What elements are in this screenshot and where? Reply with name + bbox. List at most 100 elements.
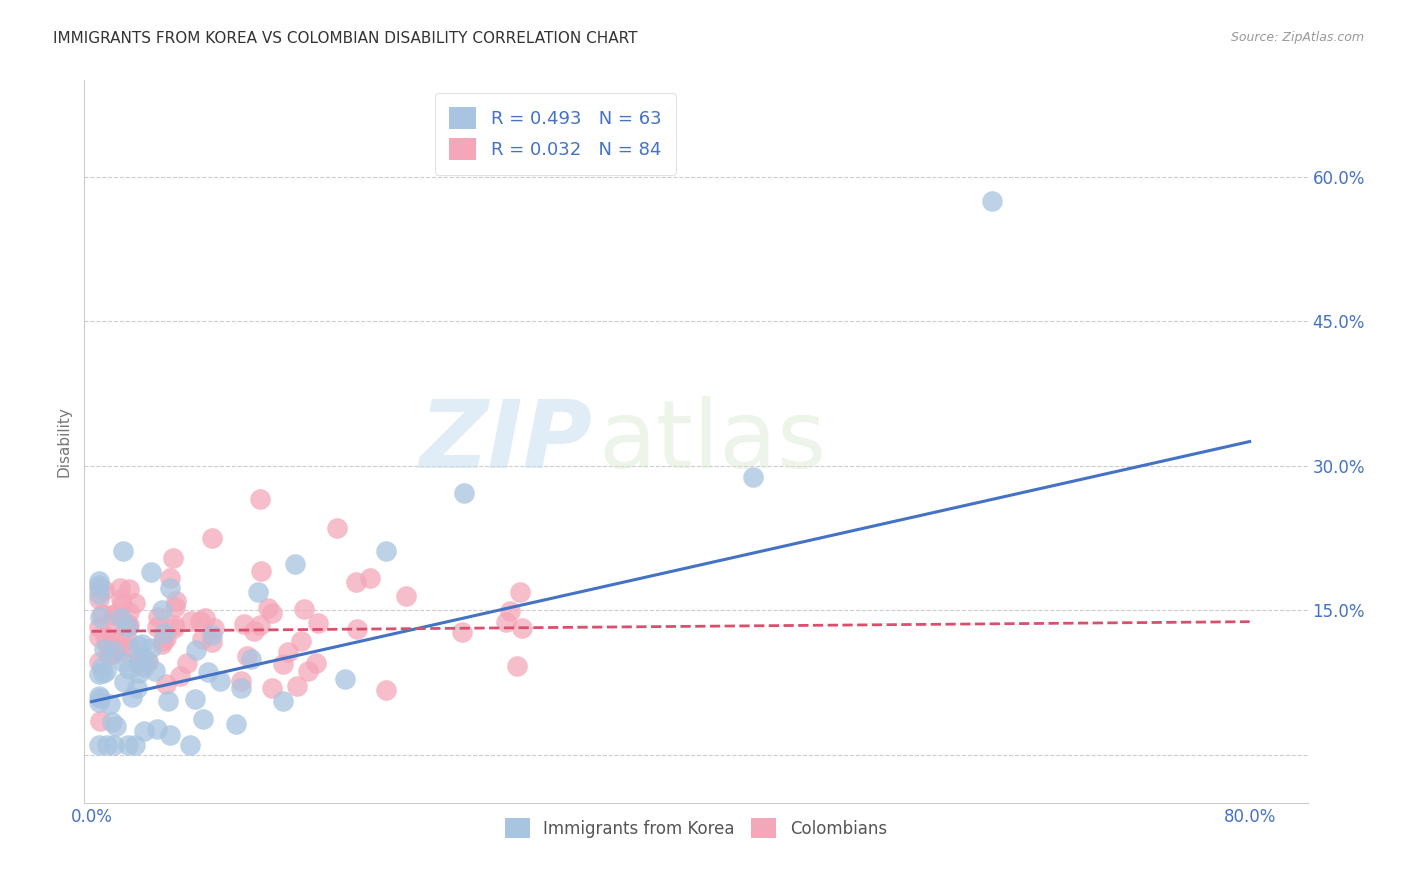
Point: [201, 635, 224, 649]
Point: [87, 587, 110, 601]
Point: [201, 531, 224, 545]
Point: [150, 603, 173, 617]
Point: [87, 630, 110, 644]
Point: [165, 600, 187, 615]
Point: [290, 633, 312, 648]
Point: [87, 655, 110, 669]
Point: [495, 615, 517, 629]
Point: [110, 591, 132, 606]
Point: [103, 738, 125, 752]
Point: [105, 640, 128, 654]
Point: [202, 622, 225, 636]
Point: [307, 616, 329, 631]
Point: [111, 598, 134, 612]
Point: [395, 590, 418, 604]
Point: [124, 738, 146, 752]
Point: [128, 665, 150, 680]
Point: [98, 697, 121, 711]
Point: [117, 617, 139, 632]
Point: [150, 638, 173, 652]
Point: [191, 712, 214, 726]
Point: [124, 596, 146, 610]
Point: [153, 625, 176, 640]
Point: [159, 728, 181, 742]
Point: [141, 565, 163, 579]
Point: [197, 665, 219, 680]
Point: [100, 714, 122, 729]
Point: [162, 551, 184, 566]
Y-axis label: Disability: Disability: [56, 406, 72, 477]
Point: [243, 624, 266, 638]
Point: [152, 633, 174, 648]
Point: [93, 583, 115, 598]
Point: [180, 615, 202, 629]
Point: [232, 617, 254, 632]
Point: [509, 585, 531, 599]
Point: [134, 724, 156, 739]
Point: [375, 682, 398, 697]
Point: [247, 584, 270, 599]
Point: [506, 659, 529, 673]
Point: [239, 652, 262, 666]
Point: [87, 574, 110, 588]
Point: [104, 719, 127, 733]
Point: [89, 610, 111, 624]
Text: atlas: atlas: [598, 395, 827, 488]
Point: [510, 621, 533, 635]
Point: [96, 738, 118, 752]
Legend: Immigrants from Korea, Colombians: Immigrants from Korea, Colombians: [498, 812, 894, 845]
Point: [257, 601, 280, 615]
Point: [262, 607, 284, 621]
Point: [284, 557, 307, 571]
Point: [143, 664, 166, 678]
Point: [184, 691, 207, 706]
Point: [225, 717, 247, 731]
Point: [165, 594, 187, 608]
Point: [87, 689, 110, 703]
Point: [118, 605, 141, 619]
Text: IMMIGRANTS FROM KOREA VS COLOMBIAN DISABILITY CORRELATION CHART: IMMIGRANTS FROM KOREA VS COLOMBIAN DISAB…: [53, 31, 638, 46]
Point: [159, 571, 181, 585]
Point: [292, 602, 315, 616]
Point: [155, 632, 177, 646]
Point: [103, 644, 125, 658]
Point: [111, 655, 134, 669]
Point: [108, 630, 131, 644]
Point: [285, 679, 308, 693]
Point: [208, 674, 231, 689]
Point: [163, 621, 186, 635]
Point: [742, 470, 765, 484]
Point: [118, 582, 141, 597]
Point: [128, 652, 150, 666]
Point: [117, 620, 139, 634]
Point: [326, 521, 349, 535]
Point: [96, 640, 118, 654]
Point: [145, 722, 167, 736]
Point: [250, 564, 273, 578]
Point: [135, 653, 157, 667]
Point: [346, 622, 368, 636]
Point: [305, 656, 328, 670]
Point: [118, 617, 141, 632]
Point: [100, 634, 122, 648]
Point: [271, 694, 294, 708]
Point: [146, 609, 169, 624]
Point: [87, 695, 110, 709]
Point: [112, 544, 135, 558]
Point: [87, 582, 110, 596]
Point: [94, 629, 117, 643]
Point: [110, 611, 132, 625]
Point: [98, 648, 121, 662]
Point: [94, 664, 117, 678]
Point: [125, 681, 148, 695]
Point: [201, 628, 224, 642]
Point: [87, 578, 110, 592]
Point: [87, 738, 110, 752]
Point: [103, 647, 125, 661]
Point: [236, 649, 259, 664]
Point: [249, 617, 271, 632]
Point: [117, 662, 139, 676]
Text: Source: ZipAtlas.com: Source: ZipAtlas.com: [1230, 31, 1364, 45]
Point: [145, 620, 167, 634]
Point: [87, 620, 110, 634]
